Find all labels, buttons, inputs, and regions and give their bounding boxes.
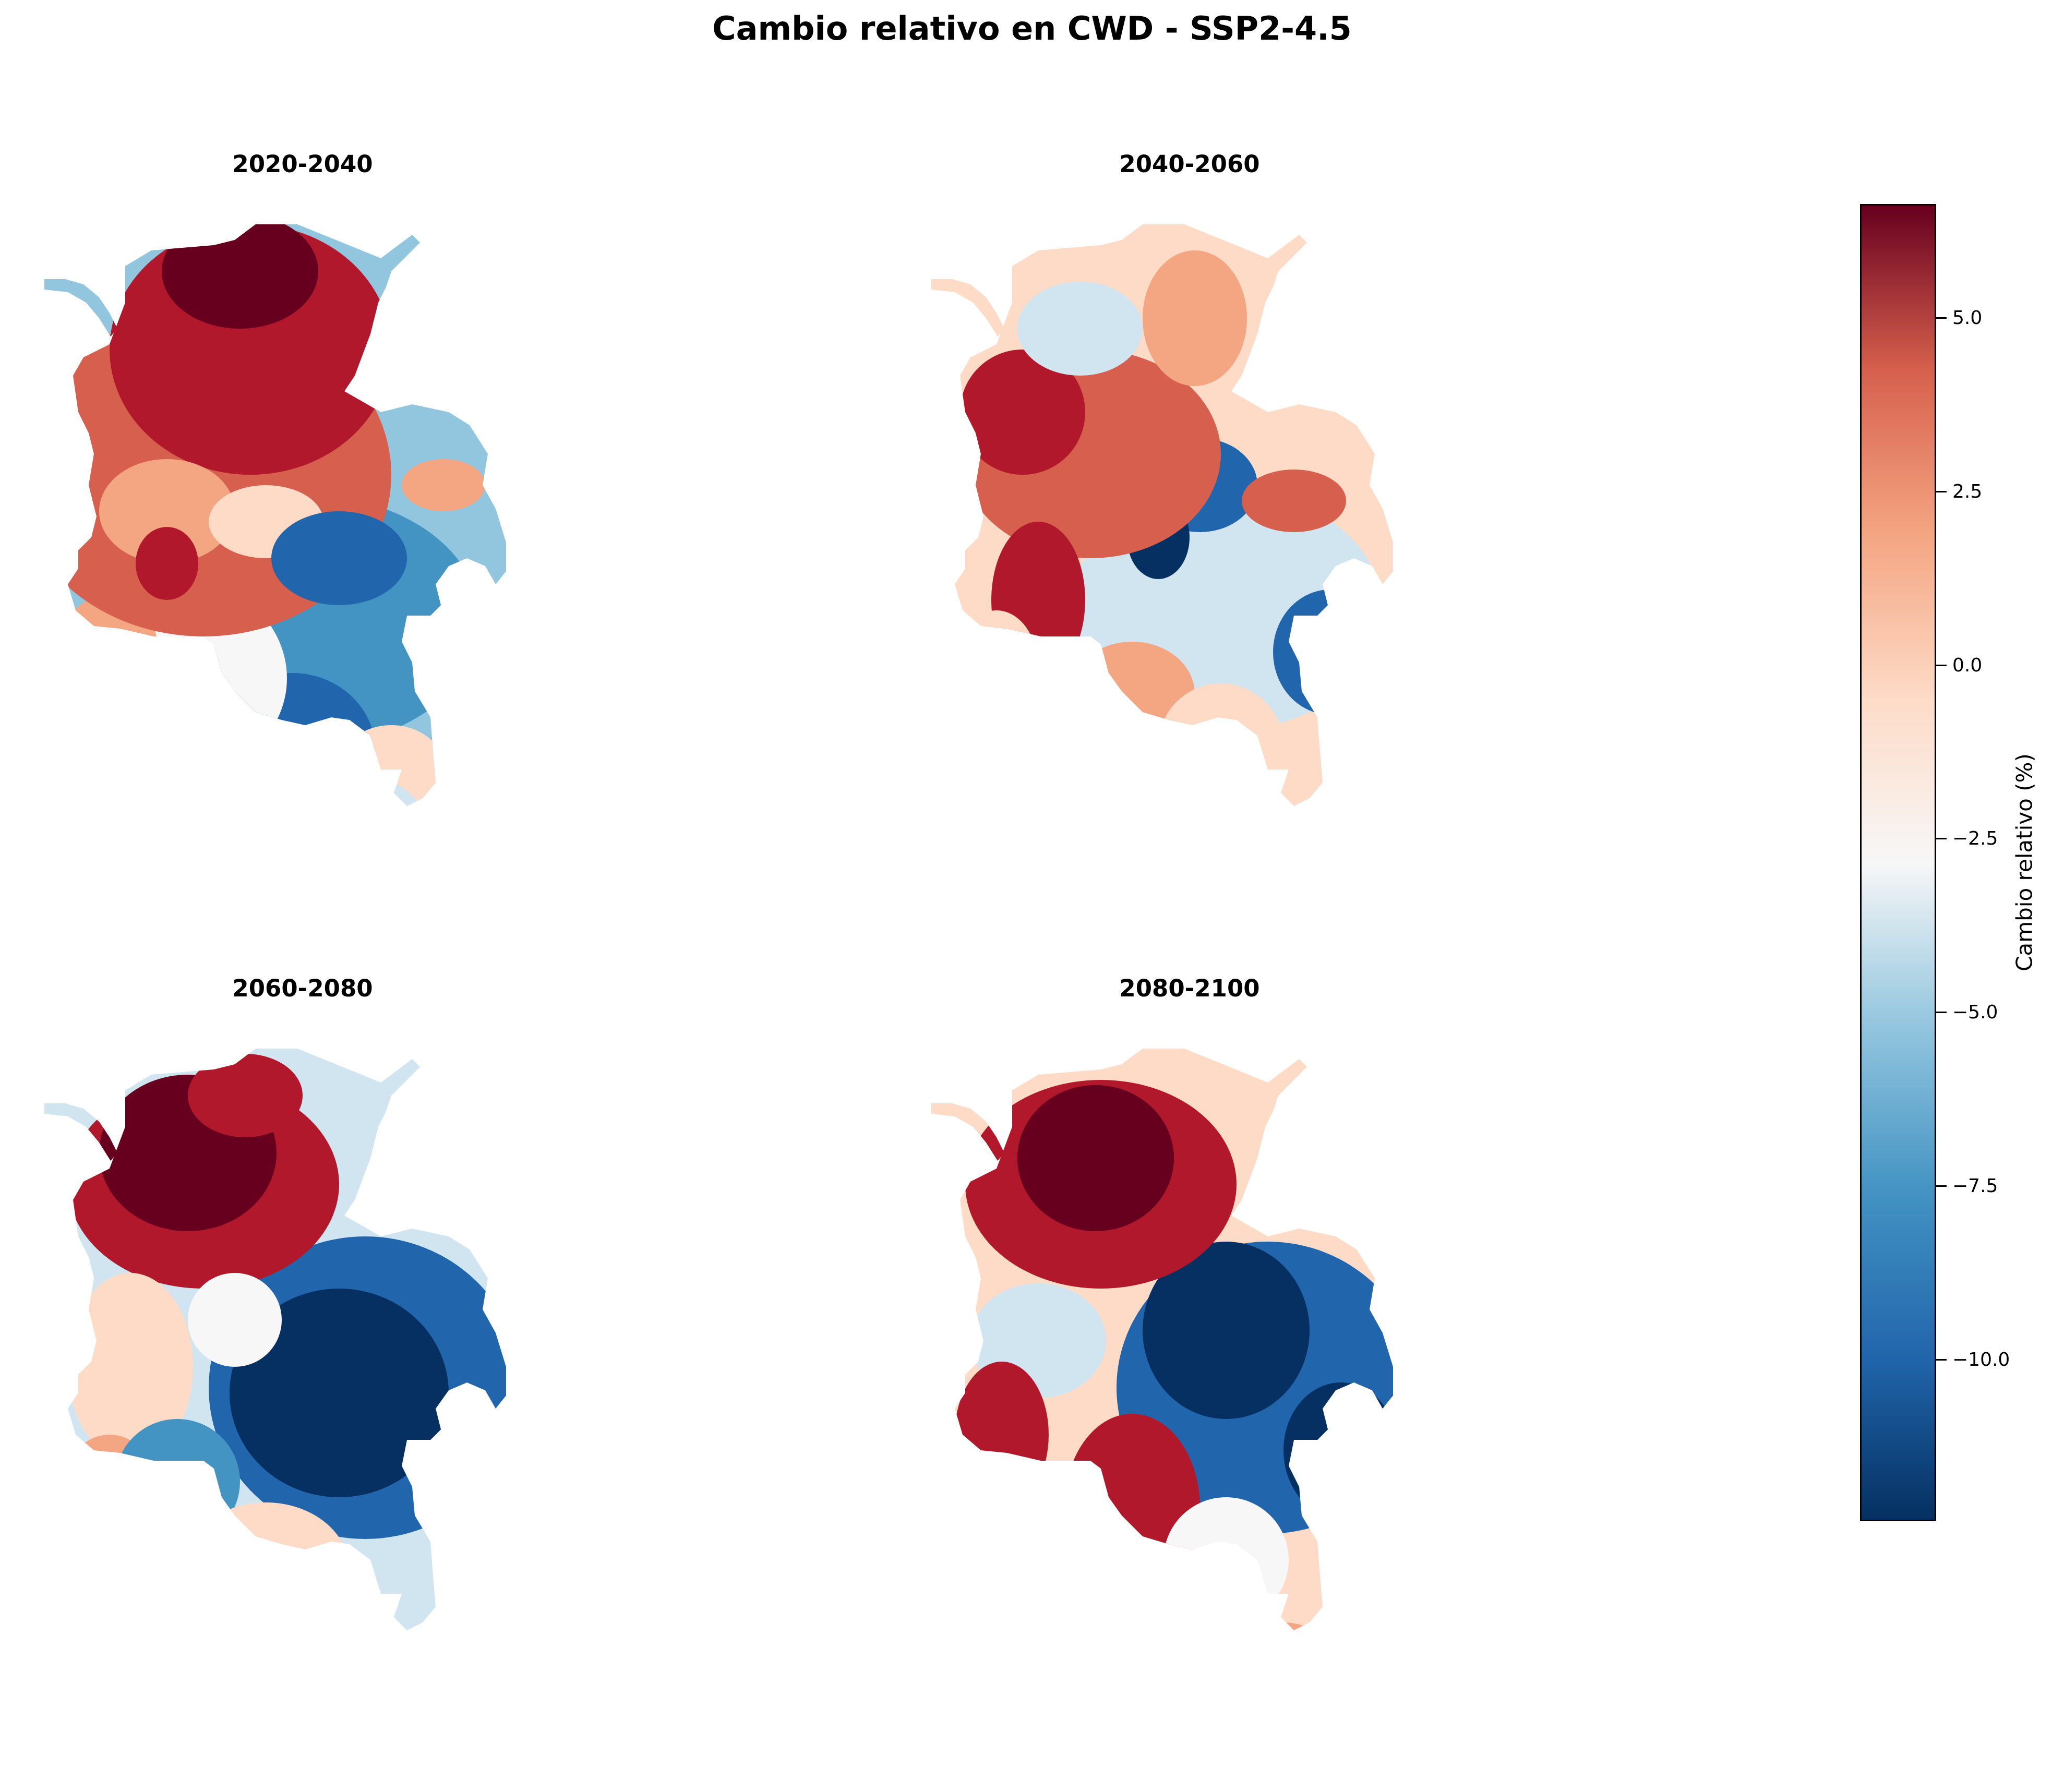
colorbar-tick-label: 2.5 [1952, 481, 1983, 502]
colorbar-tick [1936, 665, 1947, 666]
map-2040-2060 [931, 224, 1393, 806]
colorbar-tick [1936, 317, 1947, 319]
colorbar [1860, 204, 1936, 1521]
colorbar-tick-label: −10.0 [1952, 1349, 2010, 1370]
colorbar-tick-label: −2.5 [1952, 828, 1998, 849]
figure-title: Cambio relativo en CWD - SSP2-4.5 [712, 9, 1352, 47]
colorbar-tick [1936, 838, 1947, 839]
colorbar-tick-label: −7.5 [1952, 1175, 1998, 1197]
map-2080-2100 [931, 1049, 1393, 1630]
map-2020-2040 [44, 224, 506, 806]
panel-title-2060-2080: 2060-2080 [232, 975, 373, 1002]
colorbar-tick-label: 5.0 [1952, 307, 1983, 329]
panel-title-2080-2100: 2080-2100 [1119, 975, 1260, 1002]
colorbar-tick [1936, 1359, 1947, 1361]
colorbar-tick [1936, 1185, 1947, 1187]
colorbar-tick [1936, 491, 1947, 492]
colorbar-label: Cambio relativo (%) [2011, 753, 2037, 971]
colorbar-tick-label: −5.0 [1952, 1002, 1998, 1023]
panel-title-2020-2040: 2020-2040 [232, 150, 373, 178]
panel-title-2040-2060: 2040-2060 [1119, 150, 1260, 178]
colorbar-tick-label: 0.0 [1952, 655, 1983, 676]
colorbar-tick [1936, 1012, 1947, 1013]
map-2060-2080 [44, 1049, 506, 1630]
